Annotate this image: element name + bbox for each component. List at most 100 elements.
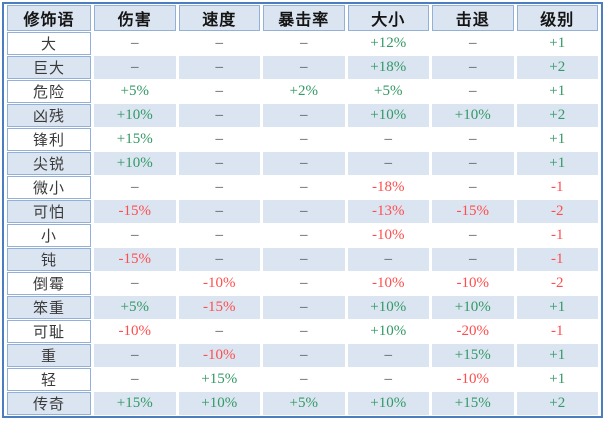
modifier-value: – [263, 248, 345, 271]
modifier-value: – [178, 200, 260, 223]
modifier-name: 钝 [7, 248, 91, 271]
table-row: 微小 – – – -18% – -1 [7, 176, 598, 199]
header-row: 修饰语 伤害 速度 暴击率 大小 击退 级别 [7, 5, 598, 31]
modifier-value: +1 [516, 296, 598, 319]
modifier-value: +1 [516, 32, 598, 55]
modifier-value: +1 [516, 152, 598, 175]
modifier-value: – [347, 248, 429, 271]
modifier-value: -18% [347, 176, 429, 199]
modifier-name: 可怕 [7, 200, 91, 223]
table-row: 传奇 +15% +10% +5% +10% +15% +2 [7, 392, 598, 415]
modifier-name: 重 [7, 344, 91, 367]
modifier-value: +10% [347, 296, 429, 319]
modifier-value: – [347, 368, 429, 391]
modifier-value: -10% [178, 272, 260, 295]
modifier-value: – [94, 56, 176, 79]
modifier-value: +10% [432, 296, 514, 319]
modifier-table-body: 大 – – – +12% – +1 巨大 – – – +18% – +2 危险 +5% – +2% +5% – +1 凶残… [7, 32, 598, 415]
table-row: 锋利 +15% – – – – +1 [7, 128, 598, 151]
modifier-value: +5% [347, 80, 429, 103]
modifier-value: -1 [516, 176, 598, 199]
modifier-value: – [347, 344, 429, 367]
modifier-value: – [178, 248, 260, 271]
modifier-value: -2 [516, 200, 598, 223]
modifier-value: – [94, 272, 176, 295]
modifier-value: -15% [94, 248, 176, 271]
modifier-value: -13% [347, 200, 429, 223]
modifier-value: +2 [516, 392, 598, 415]
modifier-value: +1 [516, 368, 598, 391]
table-row: 笨重 +5% -15% – +10% +10% +1 [7, 296, 598, 319]
table-row: 可耻 -10% – – +10% -20% -1 [7, 320, 598, 343]
modifier-value: +2 [516, 104, 598, 127]
modifier-value: – [263, 104, 345, 127]
modifier-value: +10% [347, 104, 429, 127]
modifier-table: 修饰语 伤害 速度 暴击率 大小 击退 级别 大 – – – +12% – +1 巨大 – – – +18% – +2… [2, 2, 603, 418]
modifier-value: -10% [347, 272, 429, 295]
modifier-value: – [432, 248, 514, 271]
modifier-value: – [263, 224, 345, 247]
modifier-value: – [263, 152, 345, 175]
modifier-value: +10% [432, 104, 514, 127]
modifier-name: 轻 [7, 368, 91, 391]
modifier-name: 危险 [7, 80, 91, 103]
modifier-value: -15% [94, 200, 176, 223]
modifier-value: +5% [263, 392, 345, 415]
table-row: 倒霉 – -10% – -10% -10% -2 [7, 272, 598, 295]
modifier-value: +15% [178, 368, 260, 391]
modifier-value: +5% [94, 80, 176, 103]
modifier-name: 巨大 [7, 56, 91, 79]
modifier-value: -10% [347, 224, 429, 247]
column-header-5: 击退 [432, 5, 514, 31]
column-header-2: 速度 [178, 5, 260, 31]
table-row: 尖锐 +10% – – – – +1 [7, 152, 598, 175]
modifier-value: +10% [347, 320, 429, 343]
modifier-value: +15% [432, 392, 514, 415]
modifier-value: -1 [516, 320, 598, 343]
modifier-value: – [94, 32, 176, 55]
modifier-name: 可耻 [7, 320, 91, 343]
modifier-value: +15% [94, 392, 176, 415]
table-row: 巨大 – – – +18% – +2 [7, 56, 598, 79]
modifier-value: -15% [432, 200, 514, 223]
modifier-value: +2% [263, 80, 345, 103]
table-row: 钝 -15% – – – – -1 [7, 248, 598, 271]
column-header-1: 伤害 [94, 5, 176, 31]
modifier-value: -10% [432, 368, 514, 391]
column-header-0: 修饰语 [7, 5, 91, 31]
modifier-value: -15% [178, 296, 260, 319]
modifier-value: +10% [94, 152, 176, 175]
column-header-4: 大小 [347, 5, 429, 31]
column-header-3: 暴击率 [263, 5, 345, 31]
modifier-value: – [178, 56, 260, 79]
modifier-value: – [263, 128, 345, 151]
modifier-value: – [178, 128, 260, 151]
modifier-value: – [432, 56, 514, 79]
modifier-value: – [263, 200, 345, 223]
modifier-value: +10% [94, 104, 176, 127]
modifier-name: 锋利 [7, 128, 91, 151]
modifier-value: – [178, 224, 260, 247]
modifier-value: – [263, 56, 345, 79]
modifier-value: – [432, 176, 514, 199]
modifier-name: 传奇 [7, 392, 91, 415]
modifier-value: – [94, 344, 176, 367]
modifier-value: -10% [178, 344, 260, 367]
modifier-value: +1 [516, 80, 598, 103]
table-row: 小 – – – -10% – -1 [7, 224, 598, 247]
modifier-value: – [94, 176, 176, 199]
modifier-value: – [347, 152, 429, 175]
modifier-value: – [432, 128, 514, 151]
modifier-name: 大 [7, 32, 91, 55]
modifier-value: -2 [516, 272, 598, 295]
modifier-name: 尖锐 [7, 152, 91, 175]
modifier-value: – [263, 272, 345, 295]
modifier-value: – [94, 368, 176, 391]
modifier-value: – [178, 320, 260, 343]
modifier-value: -10% [94, 320, 176, 343]
modifier-value: – [263, 320, 345, 343]
table-row: 重 – -10% – – +15% +1 [7, 344, 598, 367]
column-header-6: 级别 [516, 5, 598, 31]
modifier-value: +12% [347, 32, 429, 55]
modifier-name: 小 [7, 224, 91, 247]
